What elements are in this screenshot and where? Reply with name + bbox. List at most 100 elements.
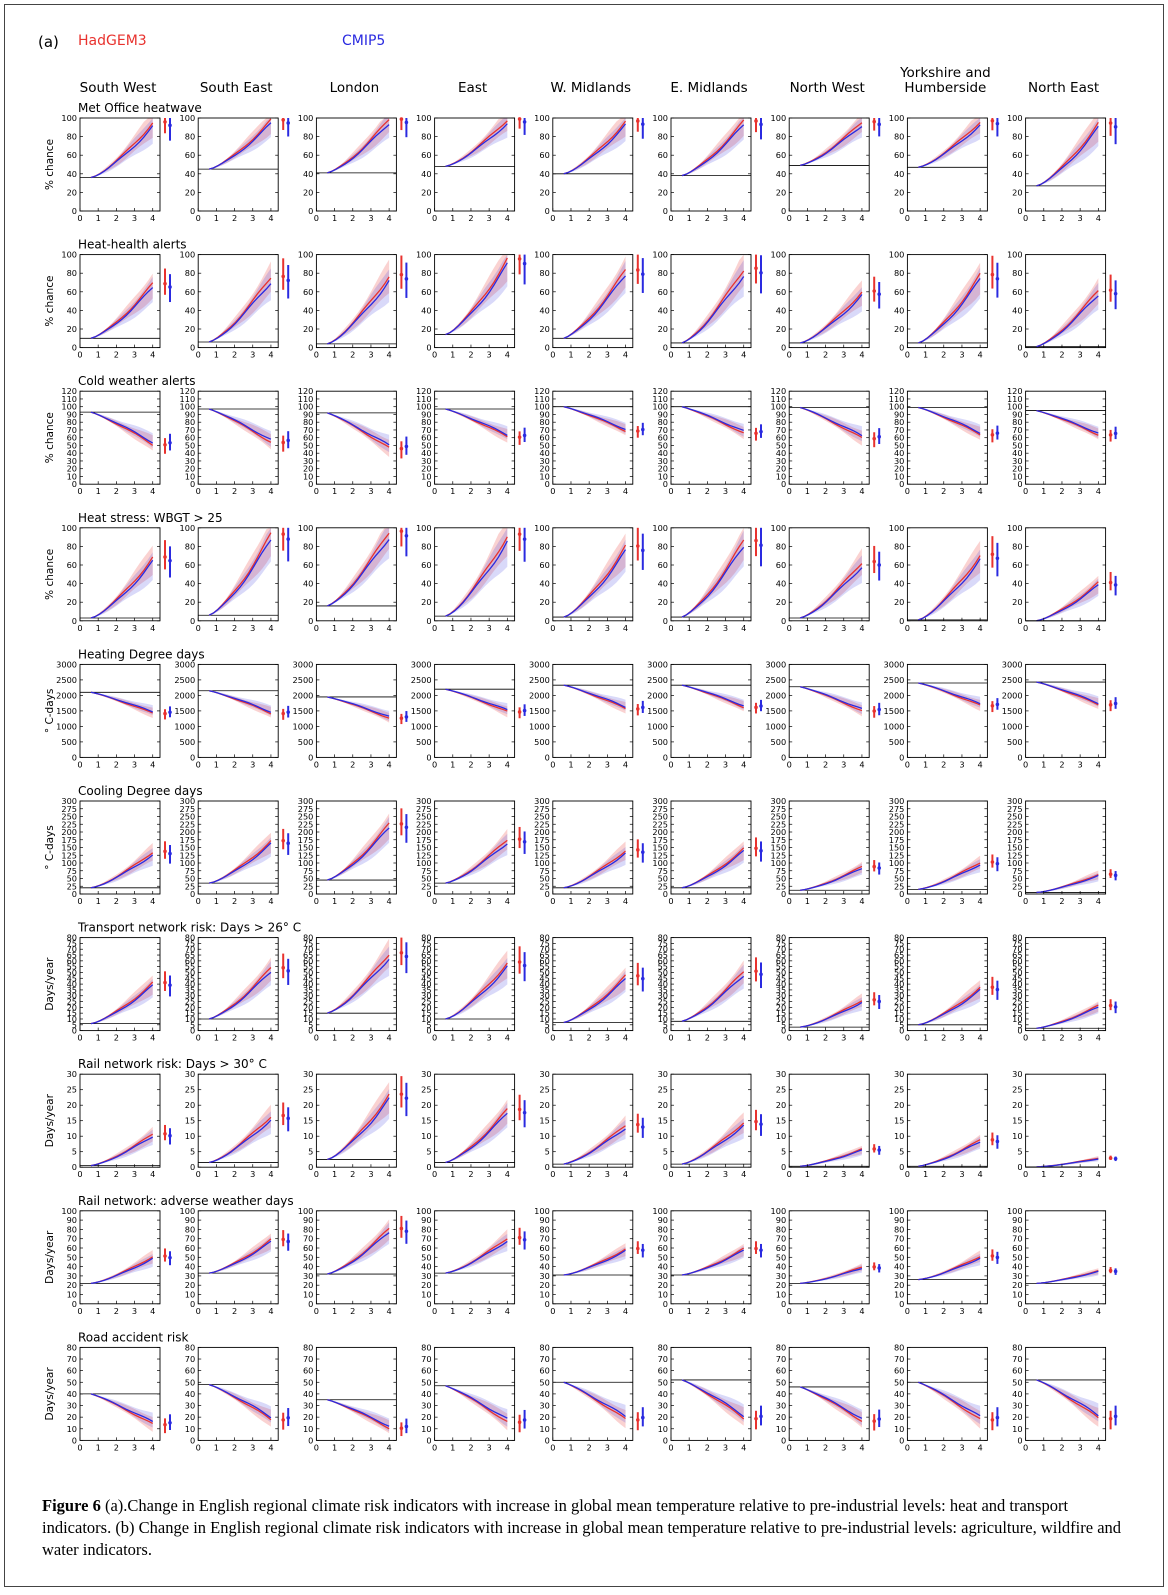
y-tick-label: 30 xyxy=(894,1401,904,1411)
y-tick-label: 90 xyxy=(1012,1215,1022,1225)
cmip5-line xyxy=(799,1386,863,1419)
cmip5-line xyxy=(445,123,508,167)
y-tick-label: 2500 xyxy=(1002,675,1023,685)
y-tick-label: 40 xyxy=(776,579,786,589)
y-tick-label: 275 xyxy=(298,804,314,814)
y-tick-label: 80 xyxy=(303,268,313,278)
hadgem3-range-band xyxy=(90,1126,153,1166)
x-tick-label: 4 xyxy=(505,623,510,633)
y-tick-label: 0 xyxy=(72,1162,77,1172)
hadgem3-range-band xyxy=(327,412,390,457)
cmip5-range-band xyxy=(327,412,390,453)
cmip5-line xyxy=(327,827,390,881)
cmip5-range-band xyxy=(445,118,508,167)
y-tick-label: 20 xyxy=(1012,464,1022,474)
y-tick-label: 30 xyxy=(185,1271,195,1281)
cmip5-end-marker xyxy=(1113,1156,1118,1161)
y-tick-label: 45 xyxy=(658,973,668,983)
hadgem3-end-marker xyxy=(163,711,167,716)
cmip5-range-band xyxy=(1036,1379,1099,1422)
x-tick-label: 4 xyxy=(150,486,155,496)
x-tick-label: 1 xyxy=(1041,350,1046,360)
y-tick-label: 100 xyxy=(61,402,77,412)
x-tick-label: 4 xyxy=(978,1033,983,1043)
y-tick-label: 0 xyxy=(663,479,668,489)
x-tick-label: 1 xyxy=(332,623,337,633)
y-tick-label: 40 xyxy=(303,169,313,179)
cmip5-range-band xyxy=(918,407,981,438)
cmip5-range-band xyxy=(1036,1002,1099,1029)
hadgem3-end-marker xyxy=(517,1420,522,1425)
x-tick-label: 3 xyxy=(487,486,492,496)
x-tick-label: 1 xyxy=(687,896,692,906)
y-tick-label: 10 xyxy=(658,1424,668,1434)
cmip5-end-marker xyxy=(641,976,645,981)
cmip5-end-marker xyxy=(286,278,291,283)
y-tick-label: 100 xyxy=(652,1206,668,1216)
cmip5-line xyxy=(563,549,627,618)
y-tick-label: 100 xyxy=(298,113,314,123)
x-tick-label: 4 xyxy=(623,1442,628,1452)
y-tick-label: 80 xyxy=(303,1224,313,1234)
y-tick-label: 20 xyxy=(303,324,313,334)
hadgem3-end-marker xyxy=(990,433,995,437)
x-tick-label: 0 xyxy=(550,896,555,906)
y-tick-label: 175 xyxy=(180,835,196,845)
x-tick-label: 2 xyxy=(232,1306,237,1316)
cmip5-line xyxy=(799,686,863,709)
cmip5-line xyxy=(800,1001,863,1028)
x-tick-label: 1 xyxy=(1041,1033,1046,1043)
y-tick-label: 30 xyxy=(421,991,431,1001)
region-header: North West xyxy=(790,80,865,96)
y-tick-label: 10 xyxy=(1012,1290,1022,1300)
x-tick-label: 4 xyxy=(150,759,155,769)
x-tick-label: 3 xyxy=(605,486,610,496)
x-tick-label: 0 xyxy=(1023,486,1028,496)
x-tick-label: 3 xyxy=(841,1033,846,1043)
y-tick-label: 10 xyxy=(185,1290,195,1300)
x-tick-label: 3 xyxy=(487,1306,492,1316)
y-tick-label: 275 xyxy=(61,804,77,814)
subplot-frame xyxy=(315,527,397,622)
y-tick-label: 60 xyxy=(185,433,195,443)
cmip5-end-marker xyxy=(641,122,645,126)
x-tick-label: 1 xyxy=(214,1306,219,1316)
y-tick-label: 90 xyxy=(303,409,313,419)
hadgem3-end-marker xyxy=(163,1254,167,1258)
cmip5-end-marker xyxy=(522,537,527,541)
x-tick-label: 4 xyxy=(623,896,628,906)
y-tick-label: 40 xyxy=(658,1262,668,1272)
y-tick-label: 70 xyxy=(303,944,313,954)
x-tick-label: 2 xyxy=(1059,1442,1064,1452)
subplot-frame xyxy=(79,254,161,349)
hadgem3-range-band xyxy=(918,683,981,711)
y-tick-label: 50 xyxy=(776,967,786,977)
y-tick-label: 50 xyxy=(539,874,549,884)
y-tick-label: 500 xyxy=(534,737,550,747)
y-tick-label: 70 xyxy=(776,425,786,435)
subplot-frame xyxy=(434,117,516,212)
y-tick-label: 30 xyxy=(776,1069,786,1079)
y-tick-label: 3000 xyxy=(765,659,786,669)
cmip5-end-marker xyxy=(641,850,645,854)
y-tick-label: 25 xyxy=(894,881,904,891)
y-tick-label: 70 xyxy=(539,1354,549,1364)
y-tick-label: 25 xyxy=(658,1085,668,1095)
cmip5-end-marker xyxy=(759,1414,763,1419)
y-tick-label: 110 xyxy=(298,394,314,404)
y-tick-label: 40 xyxy=(894,305,904,315)
y-tick-label: 80 xyxy=(67,933,77,943)
cmip5-line xyxy=(1036,1158,1099,1168)
x-tick-label: 3 xyxy=(1078,350,1083,360)
cmip5-end-marker xyxy=(995,431,1000,435)
x-tick-label: 2 xyxy=(114,896,119,906)
cmip5-range-band xyxy=(800,1264,862,1284)
y-tick-label: 80 xyxy=(1012,268,1022,278)
y-tick-label: 40 xyxy=(658,169,668,179)
y-tick-label: 0 xyxy=(899,206,904,216)
y-tick-label: 100 xyxy=(889,1206,905,1216)
y-tick-label: 100 xyxy=(61,113,77,123)
hadgem3-range-band xyxy=(445,950,508,1019)
y-tick-label: 90 xyxy=(658,409,668,419)
y-tick-label: 10 xyxy=(67,1014,77,1024)
